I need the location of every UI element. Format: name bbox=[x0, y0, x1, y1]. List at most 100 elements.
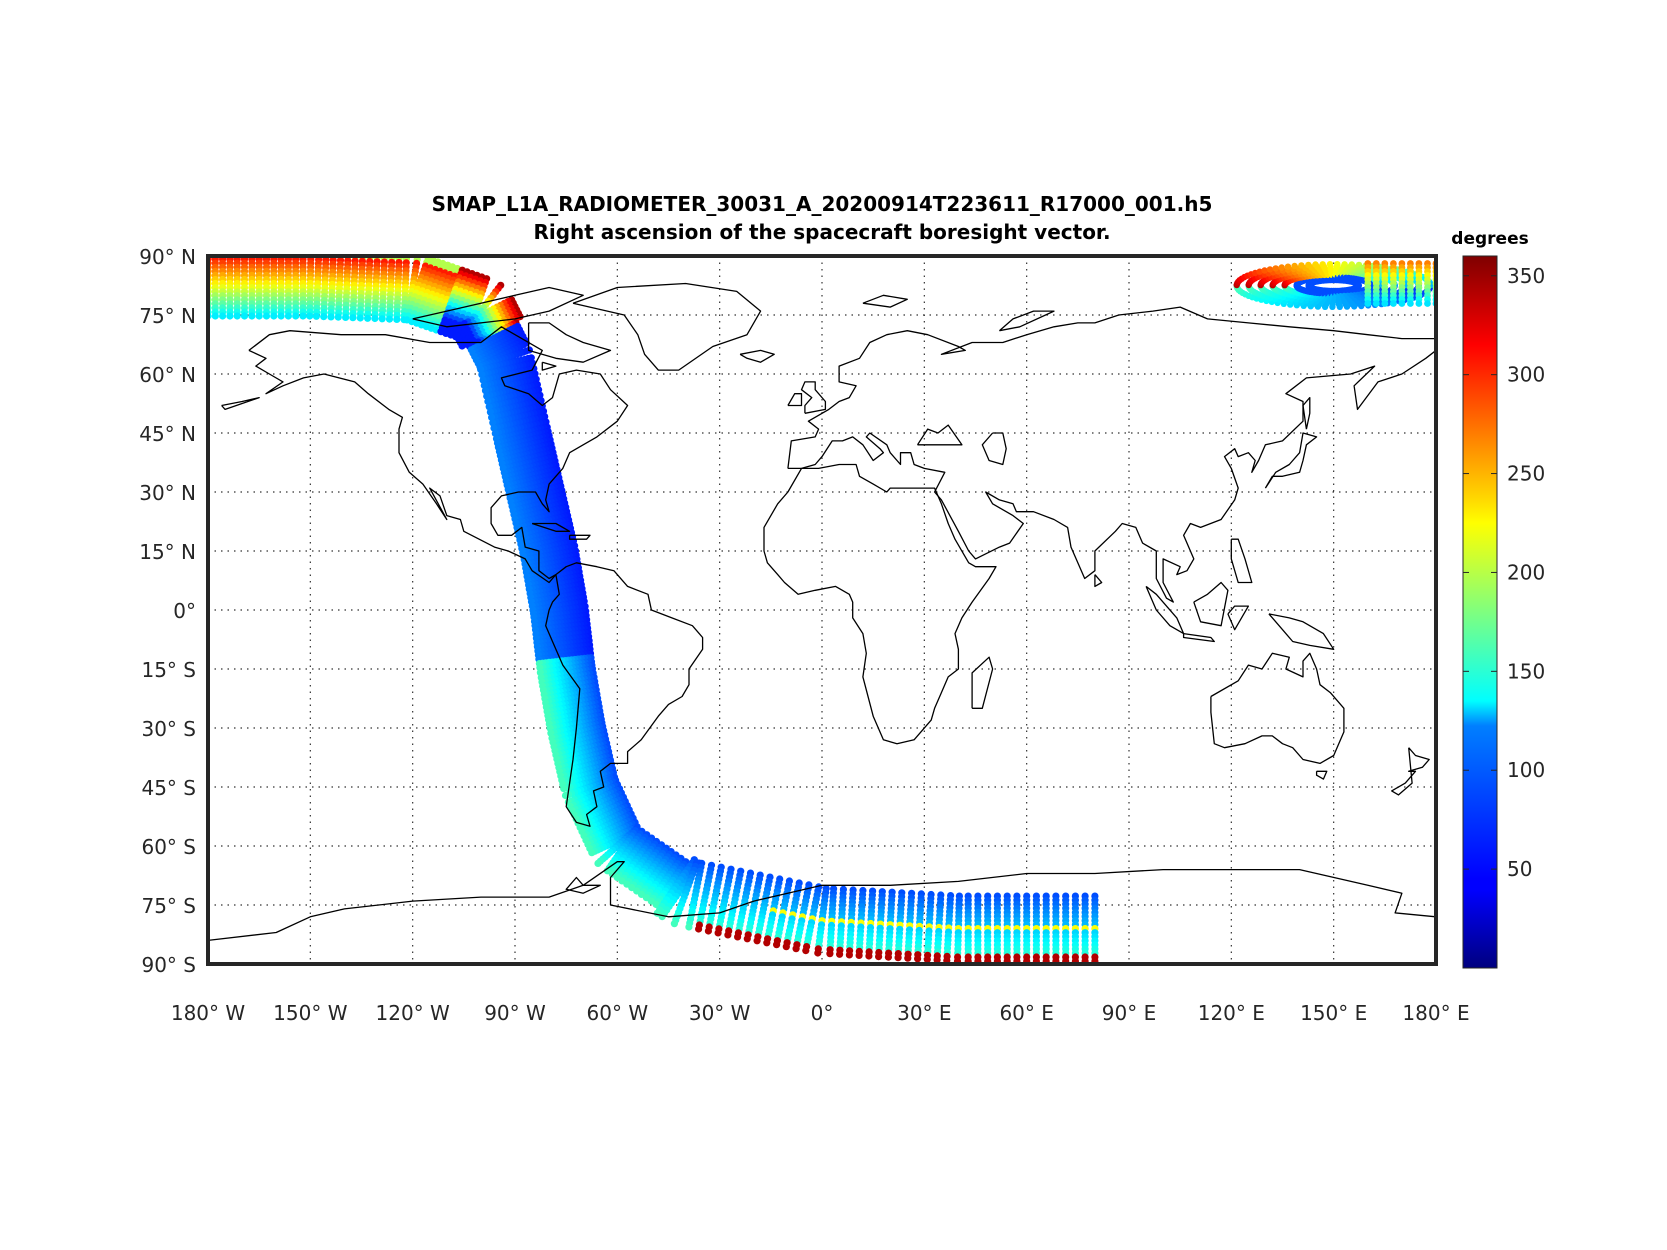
swath-point bbox=[904, 954, 912, 962]
coastline bbox=[739, 349, 775, 363]
coastline bbox=[1193, 581, 1229, 627]
swath-point bbox=[488, 413, 496, 421]
coastline bbox=[1182, 632, 1215, 643]
longitude-label: 120° W bbox=[376, 1001, 451, 1025]
latitude-label: 60° S bbox=[141, 835, 196, 859]
coastline bbox=[1315, 770, 1328, 780]
coastline bbox=[1268, 613, 1335, 650]
swath-point bbox=[307, 247, 314, 254]
swath-point bbox=[826, 950, 834, 958]
map: 180° W 150° W 120° W 90° W 60° W 30° W 0° 30° E… bbox=[139, 245, 1469, 1025]
swath-point bbox=[782, 943, 790, 951]
swath-point bbox=[233, 312, 241, 320]
swath-point bbox=[458, 342, 466, 350]
swath-point bbox=[1326, 261, 1334, 268]
swath-point bbox=[342, 313, 350, 321]
figure-title: SMAP_L1A_RADIOMETER_30031_A_20200914T223… bbox=[432, 192, 1213, 216]
swath-point bbox=[1291, 262, 1298, 270]
swath-point bbox=[226, 247, 233, 254]
longitude-label: 90° E bbox=[1102, 1001, 1156, 1025]
coastline bbox=[572, 282, 762, 371]
swath-point bbox=[356, 314, 364, 322]
coastline bbox=[541, 361, 557, 371]
swath-point bbox=[270, 247, 277, 254]
longitude-labels: 180° W 150° W 120° W 90° W 60° W 30° W 0° 30° E… bbox=[171, 1001, 1470, 1025]
swath-point bbox=[285, 247, 292, 254]
swath-point bbox=[724, 931, 732, 939]
swath-point bbox=[478, 371, 486, 379]
swath-point bbox=[1336, 303, 1344, 310]
swath-point bbox=[1355, 282, 1362, 289]
coastline bbox=[568, 534, 591, 540]
swath-point bbox=[914, 955, 922, 963]
swath-point bbox=[481, 387, 490, 395]
swath-point bbox=[836, 950, 844, 958]
colorbar-tick-label: 200 bbox=[1507, 560, 1545, 584]
swath-point bbox=[753, 937, 761, 945]
swath-point bbox=[312, 312, 320, 320]
swath-point bbox=[1256, 268, 1263, 275]
coastline bbox=[248, 349, 557, 584]
swath-point bbox=[1266, 266, 1274, 273]
swath-point bbox=[1398, 300, 1406, 307]
colorbar-gradient bbox=[1463, 256, 1497, 968]
swath-point bbox=[385, 315, 394, 323]
coastline bbox=[208, 861, 1436, 942]
swath-point bbox=[491, 429, 499, 437]
swath-point bbox=[1341, 261, 1348, 268]
swath-point bbox=[1351, 303, 1358, 310]
longitude-label: 150° W bbox=[273, 1001, 348, 1025]
coastline bbox=[787, 349, 1436, 603]
figure-subtitle: Right ascension of the spacecraft boresi… bbox=[533, 220, 1110, 244]
swath-point bbox=[299, 247, 306, 254]
coastline bbox=[1210, 652, 1345, 765]
swath-point bbox=[219, 312, 227, 320]
coastline bbox=[1302, 396, 1311, 430]
latitude-label: 15° S bbox=[141, 658, 196, 682]
coastline bbox=[1264, 432, 1318, 489]
coastline bbox=[787, 306, 1436, 469]
longitude-label: 90° W bbox=[484, 1001, 546, 1025]
swath-point bbox=[1321, 303, 1329, 310]
swath-point bbox=[299, 312, 307, 320]
swath-point bbox=[484, 397, 492, 405]
coastline bbox=[527, 322, 612, 363]
swath-point bbox=[714, 929, 722, 937]
swath-point bbox=[334, 313, 342, 321]
longitude-label: 60° E bbox=[999, 1001, 1053, 1025]
swath-point bbox=[277, 312, 285, 320]
swath-point bbox=[560, 785, 568, 793]
swath-point bbox=[1329, 303, 1336, 310]
swath-point bbox=[1319, 261, 1326, 268]
swath-point bbox=[212, 247, 219, 254]
swath-point bbox=[814, 949, 822, 957]
swath-point bbox=[248, 312, 256, 320]
swath-point bbox=[1415, 300, 1423, 307]
swath-point bbox=[248, 247, 255, 254]
swath-point bbox=[1312, 261, 1319, 268]
swath-point bbox=[327, 313, 335, 321]
swath-point bbox=[234, 247, 241, 254]
swath-point bbox=[1334, 261, 1341, 268]
swath-point bbox=[865, 952, 873, 960]
swath-point bbox=[241, 247, 248, 254]
latitude-label: 30° S bbox=[141, 717, 196, 741]
colorbar-unit-label: degrees bbox=[1451, 229, 1528, 249]
swath-point bbox=[393, 315, 401, 323]
coastline bbox=[971, 656, 994, 709]
coastline bbox=[916, 424, 963, 446]
swath-point bbox=[875, 953, 883, 961]
coastline bbox=[565, 876, 601, 894]
swath-point bbox=[1261, 267, 1268, 274]
swath-point bbox=[685, 923, 693, 931]
swath-point bbox=[1305, 261, 1312, 269]
swath-point bbox=[743, 935, 751, 943]
swath-point bbox=[278, 247, 285, 254]
latitude-label: 60° N bbox=[139, 363, 196, 387]
coastline bbox=[800, 381, 827, 414]
colorbar-tick-label: 350 bbox=[1507, 264, 1545, 288]
longitude-label: 180° E bbox=[1402, 1001, 1469, 1025]
swath-point bbox=[734, 933, 742, 941]
